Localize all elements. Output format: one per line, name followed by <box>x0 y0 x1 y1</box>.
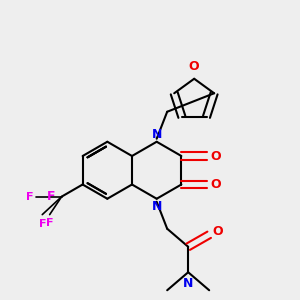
Text: O: O <box>212 225 223 238</box>
Text: F: F <box>26 192 33 202</box>
Text: O: O <box>210 178 220 191</box>
Text: N: N <box>152 200 162 213</box>
Text: C: C <box>61 196 62 197</box>
Text: F: F <box>47 190 56 203</box>
Text: O: O <box>189 60 200 73</box>
Text: N: N <box>183 277 194 290</box>
Text: O: O <box>210 149 220 163</box>
Text: N: N <box>152 128 162 141</box>
Text: F: F <box>38 219 46 229</box>
Text: F: F <box>46 218 53 228</box>
